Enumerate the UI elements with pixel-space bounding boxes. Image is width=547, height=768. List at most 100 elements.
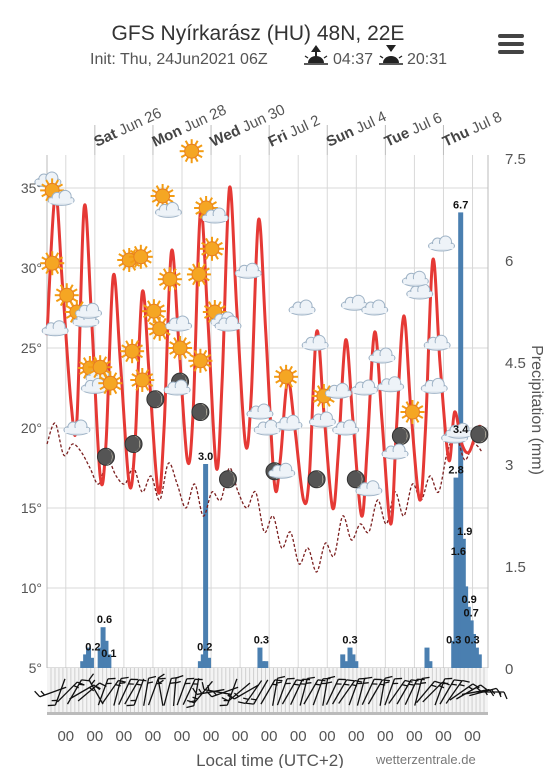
wind-barb-flag xyxy=(47,704,56,707)
sun-icon-ray xyxy=(135,385,140,391)
wind-strip-background xyxy=(47,668,488,714)
cloud-icon-fill xyxy=(383,452,408,457)
sun-icon-ray xyxy=(57,256,64,261)
temperature-tick-label: 15° xyxy=(21,500,42,516)
sun-icon xyxy=(186,262,211,287)
cloud-icon-fill xyxy=(156,210,181,216)
sun-icon-ray xyxy=(134,340,139,346)
sun-icon-ray xyxy=(182,353,187,359)
sun-icon xyxy=(40,251,65,276)
wind-barb-flag xyxy=(404,679,413,683)
wind-barb-flag xyxy=(107,677,116,680)
sun-icon-ray xyxy=(182,337,187,343)
sun-icon-ray xyxy=(131,265,137,271)
wind-barb-icon xyxy=(118,678,139,705)
wind-barb-flag xyxy=(374,678,382,681)
wind-barb-icon xyxy=(276,677,295,706)
moon-icon xyxy=(124,435,143,453)
dewpoint-series xyxy=(46,422,483,573)
sun-icon-ray xyxy=(185,341,191,346)
sun-icon-ray xyxy=(163,284,168,291)
moon-icon xyxy=(191,403,210,421)
wind-barb-flag xyxy=(185,682,191,685)
cloud-icon-fill xyxy=(326,391,351,397)
sun-icon-ray xyxy=(312,389,319,394)
sun-icon-ray xyxy=(146,259,152,264)
precipitation-bar xyxy=(103,640,109,668)
cloud-icon-fill xyxy=(166,324,191,329)
wind-barb-flag xyxy=(503,691,508,700)
cloud-icon-fill xyxy=(290,308,315,313)
wind-barb-flag xyxy=(300,683,306,685)
wind-barb-icon xyxy=(414,676,430,706)
sun-icon-ray xyxy=(207,317,213,323)
wind-barb-icon xyxy=(356,676,373,706)
wind-barb-icon xyxy=(325,678,346,705)
sun-icon-ray xyxy=(199,213,204,219)
cloud-icon xyxy=(165,315,193,332)
sun-icon-ray xyxy=(144,369,150,375)
hour-label: 00 xyxy=(232,728,249,745)
hamburger-menu-icon[interactable] xyxy=(498,34,524,54)
moon-icon-disc xyxy=(391,427,410,445)
precipitation-bar xyxy=(463,586,469,668)
sun-icon-ray xyxy=(401,405,407,410)
wind-barb-flag xyxy=(136,683,142,686)
sun-icon-ray xyxy=(211,201,217,206)
cloud-icon-fill xyxy=(276,423,301,429)
cloud-icon xyxy=(75,302,103,319)
sun-icon-ray xyxy=(205,237,210,244)
sun-icon-ray xyxy=(195,201,201,206)
cloud-icon-fill xyxy=(215,324,240,329)
wind-barb-flag xyxy=(169,682,176,684)
precipitation-value-label: 6.7 xyxy=(453,199,468,211)
wind-barb-flag xyxy=(343,683,350,686)
wind-barb-flag xyxy=(121,676,129,680)
wind-barb-flag xyxy=(414,683,421,685)
wind-barb-flag xyxy=(302,678,311,681)
hour-label: 00 xyxy=(464,728,481,745)
wind-barb-flag xyxy=(175,675,184,679)
wind-barb-icon xyxy=(97,677,116,706)
sun-icon-ray xyxy=(172,284,177,291)
cloud-icon-fill xyxy=(369,356,394,361)
wind-barb-flag xyxy=(221,696,229,702)
wind-barb-flag xyxy=(78,683,85,686)
sun-icon-ray xyxy=(83,373,88,379)
precipitation-value-label: 0.6 xyxy=(97,614,112,626)
wind-barb-flag xyxy=(95,685,101,690)
wind-barb-icon xyxy=(113,676,129,706)
x-axis-label: Local time (UTC+2) xyxy=(196,751,344,768)
credit-text[interactable]: wetterzentrale.de xyxy=(375,752,476,767)
cloud-icon-fill xyxy=(165,388,190,393)
sun-icon-ray xyxy=(220,305,226,310)
wind-barb-flag xyxy=(410,679,419,682)
wind-barb-flag xyxy=(305,682,312,684)
wind-barb-flag xyxy=(338,678,346,681)
wind-barb-flag xyxy=(201,682,205,690)
wind-barb-flag xyxy=(420,682,427,684)
wind-barb-flag xyxy=(192,687,198,695)
cloud-icon xyxy=(355,480,383,497)
sun-icon-disc xyxy=(92,359,108,375)
sun-icon xyxy=(141,299,166,324)
moon-icon-disc xyxy=(191,403,210,421)
wind-barb-flag xyxy=(206,690,213,698)
sun-icon-ray xyxy=(143,245,148,252)
precipitation-bar xyxy=(470,634,476,668)
sun-icon-ray xyxy=(159,313,165,319)
wind-barb-flag xyxy=(417,678,425,681)
sun-icon-ray xyxy=(69,301,75,307)
temperature-tick-label: 20° xyxy=(21,420,42,436)
sun-icon-ray xyxy=(326,401,331,407)
wind-barb-flag xyxy=(421,676,430,680)
sun-icon-ray xyxy=(72,288,78,293)
chart-title: GFS Nyírkarász (HU) 48N, 22E xyxy=(112,22,405,45)
wind-barb-flag xyxy=(192,696,198,700)
hour-labels: 00 00 00 00 00 00 00 00 00 00 00 00 00 00 00 xyxy=(57,728,480,745)
sun-icon-ray xyxy=(147,300,152,306)
precipitation-value-label: 1.9 xyxy=(457,526,472,538)
hour-label: 00 xyxy=(116,728,133,745)
wind-barb-icon xyxy=(476,691,508,700)
wind-barb-icon xyxy=(281,679,305,705)
